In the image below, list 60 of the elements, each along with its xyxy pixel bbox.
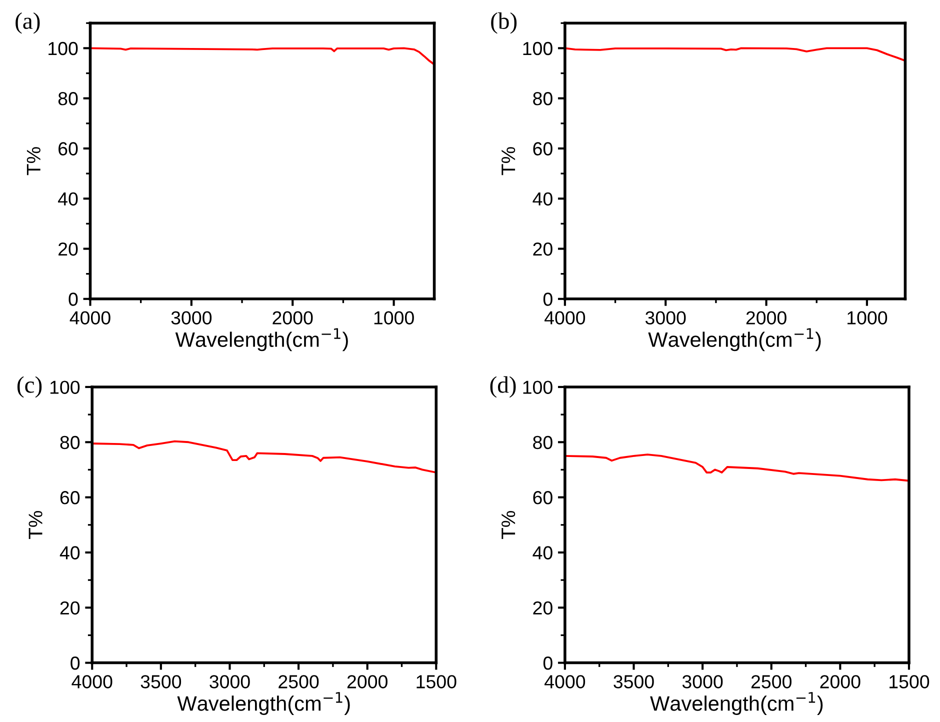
chart-title: (a)	[16, 12, 40, 34]
x-tick-label: 3000	[210, 675, 250, 688]
y-tick-label: 100	[48, 42, 78, 56]
line-series	[90, 47, 434, 66]
y-tick-label: 40	[532, 546, 552, 560]
y-tick-label: 80	[60, 436, 80, 450]
line-series	[92, 440, 436, 474]
x-tick-label: 3500	[140, 675, 182, 688]
y-tick-label: 40	[58, 192, 78, 206]
y-tick-label: 100	[523, 380, 552, 394]
x-tick-label: 4000	[72, 675, 112, 688]
y-tick-label: 40	[532, 192, 552, 206]
y-tick-label: 20	[60, 601, 80, 615]
y-axis-title: T%	[26, 147, 40, 176]
y-axis-title: T%	[502, 147, 516, 176]
x-tick-label: 1000	[848, 311, 888, 324]
y-tick-label: 40	[60, 546, 80, 560]
x-axis-title: Wavelength(cm$^{−1}$)	[648, 328, 821, 352]
x-tick-label: 3000	[171, 311, 212, 324]
y-tick-label: 100	[523, 42, 552, 56]
x-tick-label: 1500	[890, 675, 930, 688]
chart-title: (d)	[490, 376, 516, 398]
x-tick-label: 4000	[544, 675, 586, 688]
x-tick-label: 1500	[416, 675, 456, 688]
y-tick-label: 80	[533, 436, 552, 450]
x-axis-title: Wavelength(cm$^{−1}$)	[650, 692, 823, 716]
x-axis-title: Wavelength(cm$^{−1}$)	[175, 328, 348, 352]
y-tick-label: 60	[533, 142, 552, 156]
x-tick-label: 3500	[614, 675, 654, 688]
y-tick-label: 60	[533, 491, 552, 504]
chart-title: (b)	[491, 12, 517, 34]
y-tick-label: 20	[58, 242, 78, 256]
x-tick-label: 4000	[70, 311, 110, 324]
x-tick-label: 3000	[682, 675, 723, 688]
x-tick-label: 1000	[374, 311, 414, 324]
x-tick-label: 2500	[278, 675, 319, 688]
y-axis-title: T%	[502, 511, 516, 540]
y-tick-label: 0	[70, 656, 80, 670]
line-series	[564, 47, 906, 62]
y-tick-label: 0	[68, 292, 78, 306]
x-tick-label: 2000	[347, 675, 388, 688]
y-tick-label: 80	[533, 92, 552, 106]
x-axis-title: Wavelength(cm$^{−1}$)	[177, 692, 350, 716]
chart-title: (c)	[17, 376, 42, 398]
y-tick-label: 20	[533, 601, 552, 615]
x-tick-label: 2000	[820, 675, 860, 688]
x-tick-label: 4000	[544, 311, 586, 324]
y-tick-label: 20	[533, 242, 552, 256]
x-tick-label: 3000	[645, 311, 686, 324]
x-tick-label: 2500	[751, 675, 792, 688]
y-tick-label: 80	[58, 92, 78, 106]
y-tick-label: 0	[543, 656, 552, 670]
y-axis-title: T%	[28, 511, 42, 540]
x-tick-label: 2000	[272, 311, 313, 324]
y-tick-label: 60	[60, 491, 80, 504]
y-tick-label: 0	[543, 292, 552, 306]
y-tick-label: 60	[58, 142, 78, 156]
y-tick-label: 100	[50, 380, 80, 394]
line-series	[564, 454, 909, 482]
x-tick-label: 2000	[746, 311, 786, 324]
